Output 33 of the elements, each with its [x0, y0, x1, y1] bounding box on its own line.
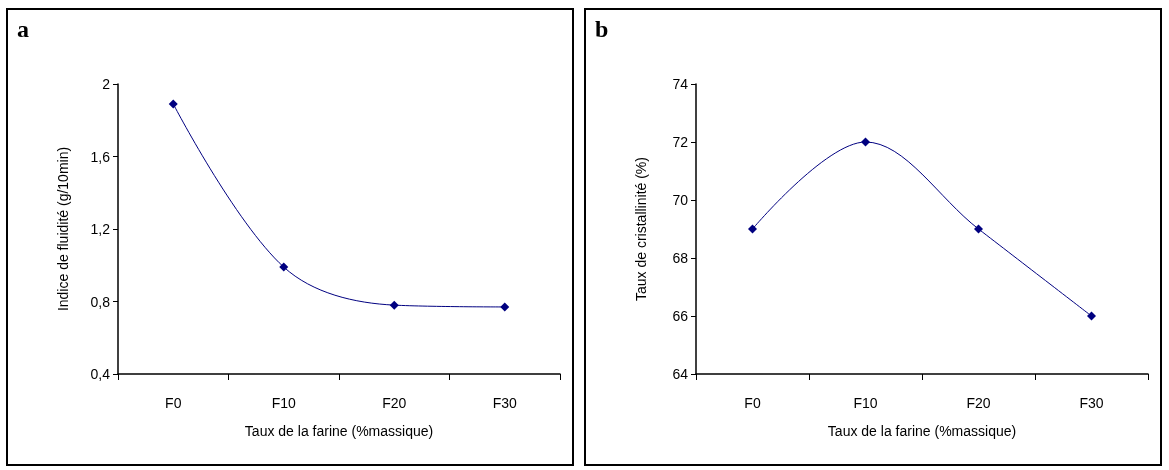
y-tick-label: 1,2: [90, 221, 111, 237]
point: [748, 224, 757, 234]
point: [168, 99, 178, 109]
x-tick-label: F20: [382, 395, 407, 411]
x-tick-label: F20: [966, 395, 991, 411]
point: [389, 300, 399, 310]
x-tick-label: F30: [1079, 395, 1104, 411]
point: [861, 137, 870, 147]
chart-title: a: [17, 16, 29, 42]
y-tick-label: 64: [672, 366, 689, 382]
x-tick-label: F10: [271, 395, 297, 411]
y-tick-label: 74: [672, 76, 689, 92]
x-axis-title: Taux de la farine (%massique): [244, 423, 434, 439]
y-tick-label: 2: [102, 76, 111, 92]
y-tick-label: 68: [672, 250, 689, 266]
x-tick-label: F10: [853, 395, 878, 411]
x-tick-label: F30: [492, 395, 518, 411]
y-tick-label: 70: [672, 192, 689, 208]
y-tick-label: 0,8: [90, 293, 111, 310]
x-tick-label: F0: [165, 395, 182, 411]
y-tick-label: 66: [672, 308, 689, 324]
y-axis-title: Indice de fluidité (g/10min): [55, 146, 71, 312]
point: [1087, 311, 1096, 321]
y-tick-label: 0,4: [90, 366, 111, 382]
y-tick-label: 1,6: [90, 148, 111, 165]
y-axis-title: Taux de cristallinité (%): [633, 157, 649, 301]
y-tick-label: 72: [672, 134, 689, 150]
point: [279, 262, 289, 272]
chart-title: b: [595, 16, 609, 42]
point: [974, 224, 983, 234]
point: [500, 302, 510, 312]
x-axis-title: Taux de la farine (%massique): [827, 423, 1017, 439]
x-tick-label: F0: [744, 395, 761, 411]
